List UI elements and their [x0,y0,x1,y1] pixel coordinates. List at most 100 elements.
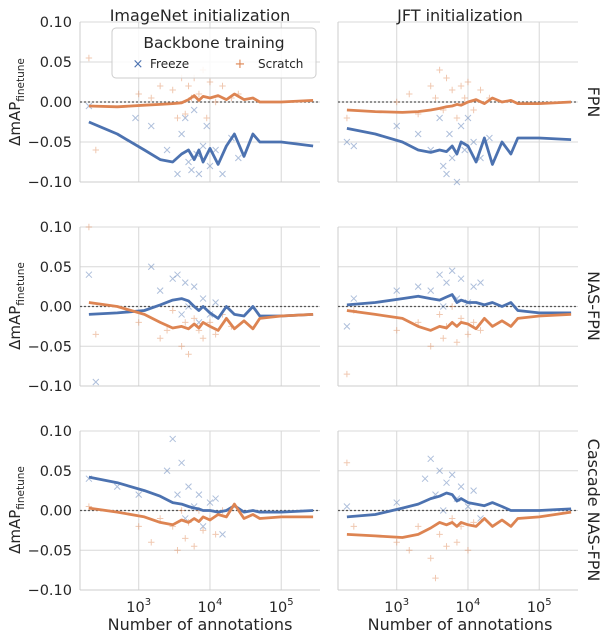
panel-2: 0.10 0.05 0.00 −0.05 −0.10 [28,220,320,395]
y-tick-label: −0.10 [28,379,72,395]
scatter-point-scratch [443,74,450,82]
series-line-freeze [88,120,314,166]
scatter-point-scratch [436,531,443,538]
legend-freeze-marker: × [133,57,144,72]
scatter-point-scratch [470,319,477,326]
x-tick-exponent: 3 [403,597,409,608]
legend: Backbone training × Freeze + Scratch [111,27,317,79]
scatter-point-freeze [212,495,219,502]
scatter-point-scratch [190,315,198,322]
scatter-point-freeze [421,475,429,483]
scatter-point-scratch [135,523,142,530]
x-tick-label: 103 [384,597,409,616]
series-line-scratch [88,502,314,527]
scatter-point-freeze [174,170,181,178]
y-tick-label: 0.10 [40,15,72,31]
x-tick-base: 10 [126,600,144,616]
scatter-point-freeze [439,303,447,310]
scatter-point-scratch [135,90,142,98]
y-tick-label: −0.10 [28,583,72,599]
svg-text:ΔmAPfinetune: ΔmAPfinetune [6,262,27,350]
series-line-freeze [346,293,572,315]
scatter-point-scratch [195,90,203,98]
scatter-point-scratch [206,78,214,86]
scatter-point-scratch [443,543,450,550]
scatter-point-scratch [343,370,351,378]
scatter-point-scratch [182,535,189,542]
scatter-point-scratch [178,343,185,350]
x-tick-exponent: 4 [474,597,480,608]
scatter-point-scratch [182,110,189,118]
scatter-point-scratch [457,82,465,90]
scatter-point-scratch [414,523,422,530]
scatter-point-scratch [440,335,447,342]
col-title-imagenet: ImageNet initialization [110,6,291,25]
scatter-point-scratch [448,515,456,522]
scatter-point-scratch [185,351,192,358]
scatter-point-scratch [185,82,192,90]
scatter-point-scratch [85,54,93,62]
scatter-point-scratch [393,327,400,334]
scatter-point-scratch [343,459,351,466]
x-tick-label: 105 [527,597,552,616]
scatter-point-scratch [174,114,181,122]
scatter-point-freeze [206,499,214,506]
scatter-point-scratch [156,335,164,342]
scatter-point-freeze [135,491,143,498]
scatter-point-scratch [148,539,155,546]
legend-freeze-label: Freeze [150,57,189,71]
scatter-point-scratch [212,98,219,106]
scatter-point-freeze [457,122,465,130]
ylabel-row-3: ΔmAPfinetune [6,466,27,554]
scatter-point-scratch [406,547,413,554]
scatter-point-freeze [414,130,422,138]
scatter-point-freeze [393,287,401,294]
scatter-point-freeze [343,323,351,330]
scatter-point-freeze [178,311,185,318]
scatter-point-scratch [464,547,472,554]
x-tick-exponent: 5 [287,597,293,608]
ylabel-sub: finetune [15,262,27,306]
scatter-point-freeze [212,299,219,306]
svg-text:ΔmAPfinetune: ΔmAPfinetune [6,466,27,554]
series-line-scratch [88,301,314,332]
x-tick-base: 10 [456,600,474,616]
panels-group: 0.10 0.05 0.00 −0.05 −0.10 0.10 0.05 0.00 −0.05 −… [28,15,578,616]
scatter-point-freeze [436,114,443,122]
scatter-point-freeze [448,267,456,275]
scatter-point-freeze [464,503,472,510]
scatter-point-freeze [174,271,181,279]
scatter-point-scratch [477,86,484,94]
ylabel-row-1: ΔmAPfinetune [6,58,27,146]
scatter-point-freeze [457,275,465,283]
scatter-point-scratch [212,331,219,338]
x-tick-base: 10 [269,600,287,616]
scatter-point-scratch [85,223,93,231]
scatter-point-freeze [199,142,207,150]
scatter-point-scratch [427,555,434,562]
ylabel-main: ΔmAP [6,510,24,554]
scatter-point-freeze [132,114,139,122]
scatter-point-scratch [169,307,176,314]
y-tick-label: 0.05 [40,55,72,71]
scatter-point-scratch [427,343,434,350]
legend-scratch-marker: + [235,57,246,72]
series-line-scratch [346,96,572,114]
x-tick-base: 10 [527,600,545,616]
scatter-point-freeze [457,483,465,491]
scatter-point-freeze [443,170,450,178]
scatter-point-scratch [464,78,472,86]
scatter-point-freeze [195,170,203,178]
scatter-point-scratch [448,86,456,94]
x-tick-exponent: 5 [545,597,551,608]
ylabel-sub: finetune [15,58,27,102]
scatter-point-scratch [393,539,400,546]
scatter-point-freeze [163,467,171,475]
scatter-point-scratch [169,86,176,94]
panel-5: 103 104 105 [337,430,578,616]
x-tick-exponent: 3 [145,597,151,608]
scatter-point-scratch [148,94,155,102]
scatter-point-freeze [443,279,450,287]
scatter-point-freeze [436,467,443,475]
